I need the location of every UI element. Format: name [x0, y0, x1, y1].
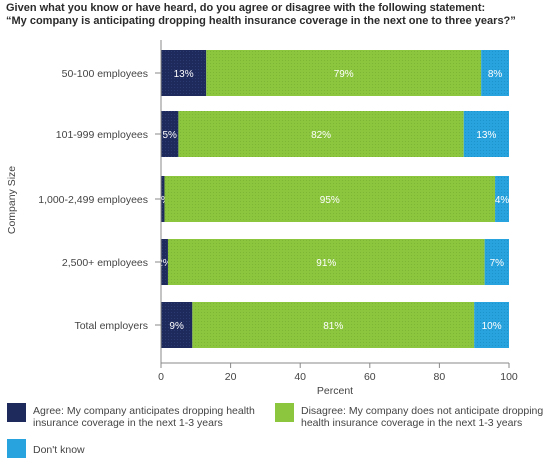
bar-segment [161, 50, 207, 96]
data-label: 9% [169, 321, 184, 332]
bar-segment [495, 176, 509, 222]
x-axis-title: Percent [317, 385, 353, 397]
data-label: 4% [495, 195, 510, 206]
data-label: 7% [490, 258, 505, 269]
x-tick-label: 100 [500, 371, 518, 383]
bar-segment [481, 50, 509, 96]
bar-segment [484, 239, 509, 285]
data-label: 13% [174, 69, 194, 80]
bar-segment [192, 302, 475, 348]
legend-label: Don't know [33, 444, 85, 456]
category-label: 50-100 employees [62, 68, 148, 80]
bar-segment [161, 302, 193, 348]
chart-title-line-2: “My company is anticipating dropping hea… [6, 15, 516, 27]
category-label: Total employers [74, 320, 148, 332]
data-label: 79% [334, 69, 354, 80]
bar-segment [178, 111, 464, 157]
data-label: 1% [156, 195, 171, 206]
bar-segment [167, 239, 485, 285]
data-label: 10% [482, 321, 502, 332]
bar-segment [161, 111, 179, 157]
x-tick-label: 40 [294, 371, 306, 383]
data-label: 5% [162, 130, 177, 141]
bar-segment [463, 111, 509, 157]
x-tick-label: 0 [158, 371, 164, 383]
x-tick-label: 20 [225, 371, 237, 383]
category-label: 1,000-2,499 employees [38, 194, 148, 206]
data-label: 91% [316, 258, 336, 269]
x-tick-label: 60 [364, 371, 376, 383]
bar-segment [161, 239, 168, 285]
legend-swatch [7, 439, 26, 458]
bar-segment [164, 176, 496, 222]
legend-swatch [275, 403, 294, 422]
y-axis-title: Company Size [6, 166, 18, 234]
category-label: 101-999 employees [56, 129, 148, 141]
legend-label: Disagree: My company does not anticipate… [301, 405, 544, 429]
legend-swatch [7, 403, 26, 422]
x-tick-label: 80 [434, 371, 446, 383]
data-label: 95% [320, 195, 340, 206]
chart-title-line-1: Given what you know or have heard, do yo… [6, 2, 486, 14]
data-label: 82% [311, 130, 331, 141]
data-label: 2% [157, 258, 172, 269]
bar-segment [161, 176, 165, 222]
bar-segment [206, 50, 482, 96]
data-label: 13% [476, 130, 496, 141]
bar-segment [474, 302, 509, 348]
category-label: 2,500+ employees [62, 257, 148, 269]
data-label: 81% [323, 321, 343, 332]
legend-label: Agree: My company anticipates dropping h… [33, 405, 255, 429]
chart-title: Given what you know or have heard, do yo… [6, 2, 546, 28]
data-label: 8% [488, 69, 503, 80]
